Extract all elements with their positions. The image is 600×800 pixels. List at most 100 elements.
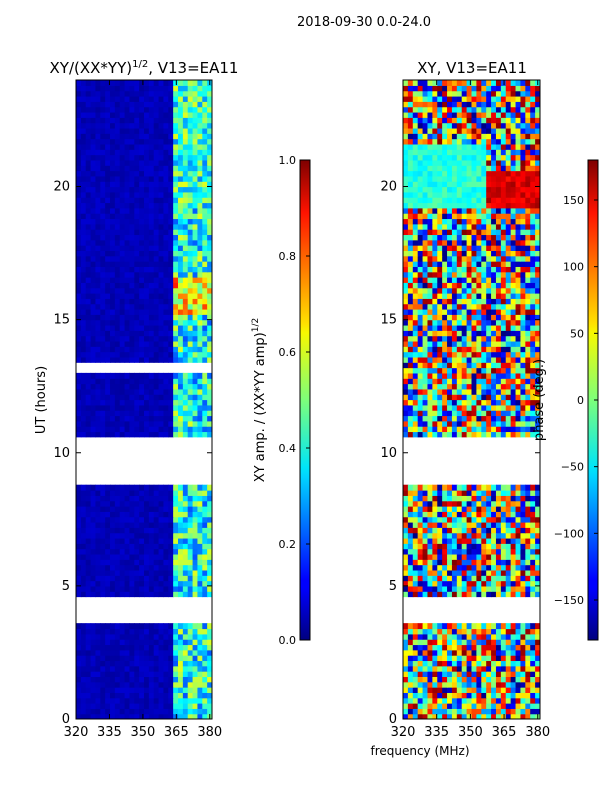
- heatmap-cell: [486, 692, 492, 699]
- heatmap-cell: [192, 681, 199, 688]
- heatmap-cell: [442, 335, 448, 342]
- heatmap-cell: [535, 410, 540, 417]
- heatmap-cell: [105, 85, 111, 92]
- heatmap-cell: [456, 346, 463, 353]
- heatmap-cell: [520, 378, 526, 385]
- heatmap-cell: [491, 356, 497, 363]
- heatmap-cell: [456, 564, 463, 571]
- heatmap-cell: [192, 639, 199, 646]
- heatmap-cell: [207, 649, 212, 656]
- heatmap-cell: [412, 255, 419, 262]
- heatmap-cell: [427, 293, 433, 299]
- heatmap-cell: [76, 138, 82, 145]
- heatmap-cell: [466, 575, 473, 582]
- heatmap-cell: [510, 287, 517, 294]
- heatmap-cell: [80, 575, 87, 582]
- heatmap-cell: [432, 399, 438, 406]
- heatmap-cell: [134, 633, 140, 640]
- heatmap-cell: [505, 639, 512, 646]
- heatmap-cell: [471, 298, 477, 305]
- heatmap-cell: [486, 367, 492, 374]
- heatmap-cell: [535, 367, 540, 374]
- heatmap-cell: [505, 585, 512, 592]
- heatmap-cell: [412, 553, 419, 560]
- heatmap-cell: [515, 708, 522, 715]
- heatmap-cell: [461, 287, 468, 294]
- heatmap-cell: [153, 218, 160, 225]
- heatmap-cell: [515, 351, 522, 358]
- heatmap-cell: [100, 410, 106, 417]
- heatmap-cell: [144, 202, 150, 209]
- heatmap-cell: [110, 569, 116, 576]
- heatmap-cell: [105, 234, 111, 241]
- heatmap-cell: [95, 532, 101, 539]
- heatmap-cell: [114, 293, 121, 299]
- heatmap-cell: [139, 117, 145, 124]
- heatmap-cell: [134, 106, 140, 113]
- heatmap-cell: [105, 575, 111, 582]
- heatmap-cell: [192, 138, 199, 145]
- heatmap-cell: [173, 671, 179, 677]
- heatmap-cell: [447, 569, 453, 576]
- heatmap-cell: [182, 191, 189, 198]
- heatmap-cell: [110, 282, 116, 289]
- heatmap-cell: [202, 665, 208, 672]
- heatmap-cell: [148, 277, 155, 283]
- heatmap-cell: [520, 484, 526, 491]
- heatmap-cell: [461, 649, 468, 656]
- heatmap-cell: [422, 665, 429, 672]
- heatmap-cell: [197, 639, 203, 646]
- heatmap-cell: [168, 591, 174, 598]
- heatmap-cell: [90, 90, 97, 97]
- heatmap-cell: [197, 580, 203, 587]
- heatmap-cell: [144, 537, 150, 544]
- heatmap-cell: [515, 713, 522, 719]
- heatmap-cell: [207, 287, 212, 294]
- heatmap-cell: [119, 351, 126, 358]
- heatmap-cell: [461, 537, 468, 544]
- heatmap-cell: [515, 633, 522, 640]
- heatmap-cell: [427, 692, 433, 699]
- heatmap-cell: [90, 356, 97, 363]
- heatmap-cell: [163, 431, 169, 438]
- heatmap-cell: [207, 197, 212, 204]
- heatmap-cell: [510, 383, 517, 390]
- heatmap-cell: [163, 175, 169, 182]
- heatmap-cell: [207, 261, 212, 267]
- heatmap-cell: [515, 287, 522, 294]
- heatmap-cell: [481, 633, 487, 640]
- heatmap-cell: [119, 111, 126, 118]
- heatmap-cell: [134, 138, 140, 145]
- heatmap-cell: [515, 335, 522, 342]
- heatmap-cell: [197, 122, 203, 129]
- heatmap-cell: [168, 351, 174, 358]
- heatmap-cell: [500, 324, 507, 331]
- heatmap-cell: [412, 415, 419, 422]
- heatmap-cell: [90, 117, 97, 124]
- heatmap-cell: [530, 708, 536, 715]
- heatmap-cell: [173, 426, 179, 433]
- heatmap-cell: [110, 324, 116, 331]
- heatmap-cell: [124, 569, 131, 576]
- x-tick-label: 365: [164, 725, 189, 740]
- heatmap-cell: [158, 170, 165, 177]
- heatmap-cell: [178, 394, 184, 401]
- heatmap-cell: [207, 490, 212, 496]
- heatmap-cell: [80, 559, 87, 566]
- heatmap-cell: [486, 665, 492, 672]
- heatmap-cell: [192, 127, 199, 134]
- heatmap-cell: [187, 330, 194, 337]
- heatmap-cell: [168, 687, 174, 693]
- heatmap-cell: [515, 404, 522, 411]
- heatmap-cell: [520, 516, 526, 523]
- heatmap-cell: [105, 202, 111, 209]
- heatmap-cell: [95, 191, 101, 198]
- heatmap-cell: [105, 143, 111, 150]
- heatmap-cell: [187, 633, 194, 640]
- heatmap-cell: [163, 553, 169, 560]
- heatmap-cell: [187, 410, 194, 417]
- heatmap-cell: [163, 676, 169, 683]
- heatmap-cell: [510, 394, 517, 401]
- heatmap-cell: [192, 191, 199, 198]
- heatmap-cell: [163, 101, 169, 108]
